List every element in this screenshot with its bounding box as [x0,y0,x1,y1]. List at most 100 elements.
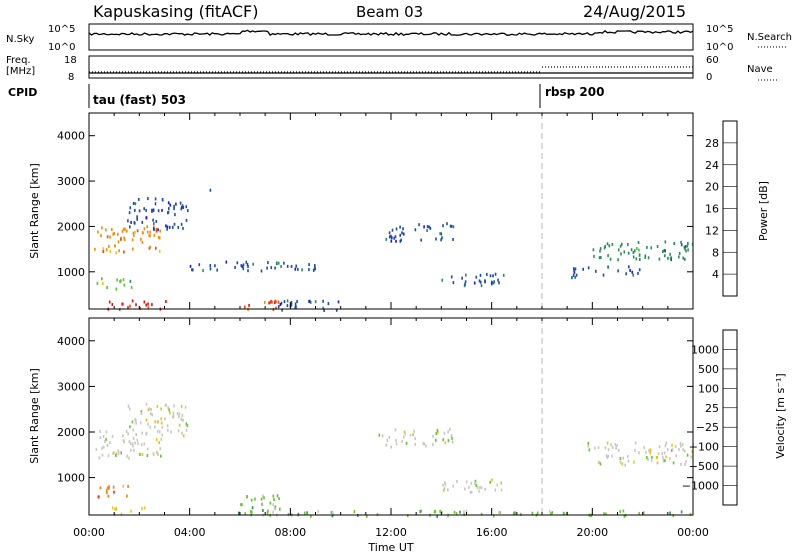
power-cell [619,244,622,248]
power-cell [270,266,273,270]
velocity-cell [619,457,622,460]
power-cell [638,268,641,272]
power-cell [102,250,105,253]
power-cell [390,239,393,243]
power-cell [113,232,115,235]
power-cell [108,300,111,304]
power-cell [141,220,144,224]
power-cell [161,198,164,202]
power-cbar-label: 8 [712,246,719,259]
velocity-cell [135,421,137,425]
power-cell [268,301,270,305]
power-cell [631,270,633,274]
power-cell [461,276,463,280]
power-cbar-label: 16 [705,203,719,216]
velocity-cell [548,509,551,513]
velocity-cell [150,408,152,411]
velocity-cell [603,512,605,516]
velocity-cell [491,478,493,482]
noise-sky-line [88,29,694,37]
power-cell [149,230,151,234]
power-cell [449,224,452,228]
power-cell [452,238,454,241]
power-cell [264,300,266,304]
power-cell [308,263,310,267]
velocity-cell [465,480,468,484]
velocity-cell [172,411,175,415]
velocity-cell [597,446,600,449]
power-cell [607,254,609,258]
power-cell [132,247,134,251]
power-cell [244,305,246,309]
velocity-cell [147,408,150,412]
power-cell [242,267,245,271]
power-cell [180,222,183,226]
velocity-cell [617,448,620,452]
velocity-cell [414,437,417,441]
velocity-cell [159,430,161,434]
velocity-cell [159,447,161,451]
velocity-cell [607,448,610,452]
velocity-cell [479,485,481,489]
velocity-cell [395,442,398,446]
velocity-cell [330,511,333,514]
power-cell [154,202,157,206]
power-cell [96,281,99,285]
power-cell [673,242,675,245]
power-cell [572,273,575,277]
nave-tick-top: 60 [706,55,719,66]
power-cell [117,232,119,236]
power-cell [322,306,324,310]
power-colorbar-label: Power [dB] [757,181,770,241]
power-cell [573,267,575,271]
power-cell [122,227,125,231]
velocity-cell [587,444,589,448]
velocity-cell [672,461,675,465]
velocity-cell [657,452,660,456]
power-cell [241,265,244,268]
power-cell [281,308,283,312]
velocity-cell [604,446,607,450]
power-cell [678,255,680,259]
velocity-cell [531,511,534,515]
velocity-cell [651,455,653,459]
velocity-cell [385,443,388,447]
power-cell [632,255,635,259]
power-cell [593,254,595,258]
velocity-cell [164,417,166,421]
power-cell [606,242,609,246]
noise-right-tick-top: 10^5 [706,24,733,35]
power-cell [123,236,125,240]
velocity-cell [177,429,180,433]
velocity-cell [672,514,675,518]
power-cell [277,300,280,304]
cpid-program-0: tau (fast) 503 [93,93,186,107]
velocity-cell [494,488,497,492]
velocity-cell [648,448,650,452]
velocity-cell [444,481,446,485]
power-cell [664,249,666,253]
velocity-cell [120,512,123,516]
velocity-cell [432,443,434,447]
x-tick-label: 00:00 [677,526,709,539]
power-cell [127,219,129,223]
velocity-cell [98,495,100,499]
power-cell [109,249,111,253]
power-cell [267,261,269,265]
velocity-cell [650,459,653,463]
power-cell [647,256,650,260]
velocity-cell [464,487,466,491]
power-cell [490,282,493,286]
velocity-cell [99,486,102,490]
velocity-cell [484,487,486,491]
velocity-cell [638,511,641,515]
power-cell [628,265,630,269]
velocity-cell [616,444,618,447]
velocity-cell [241,503,243,507]
velocity-cell [331,510,334,514]
velocity-cell [109,441,111,444]
power-cell [275,306,277,310]
power-cell [108,244,110,248]
velocity-cell [649,448,652,452]
power-cell [97,230,99,234]
